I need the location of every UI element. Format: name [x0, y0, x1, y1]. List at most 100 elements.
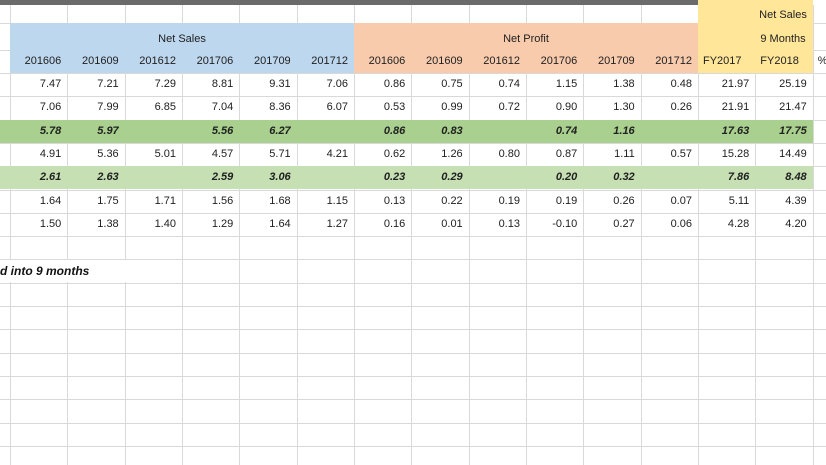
cell[interactable]: 8.81: [211, 78, 234, 90]
cell[interactable]: 5.36: [97, 147, 119, 160]
cell[interactable]: 2.61: [39, 171, 62, 184]
cell[interactable]: 0.87: [555, 147, 578, 160]
cell[interactable]: 1.15: [326, 194, 348, 207]
cell[interactable]: 0.80: [498, 147, 520, 160]
net-sales-group-header-cell[interactable]: Net Sales: [158, 33, 206, 45]
col-header-fy2017[interactable]: FY2017: [703, 55, 742, 67]
cell[interactable]: 5.11: [728, 194, 750, 207]
cell[interactable]: 0.13: [383, 194, 406, 207]
cell[interactable]: 1.68: [269, 194, 291, 207]
cell[interactable]: 5.71: [269, 147, 291, 160]
cell[interactable]: 0.90: [555, 101, 578, 114]
cell[interactable]: 6.27: [269, 124, 291, 137]
cell[interactable]: 4.57: [211, 147, 234, 160]
col-header-201709[interactable]: 201709: [253, 55, 291, 67]
cell[interactable]: 4.39: [785, 194, 807, 207]
nine-months-group-header-cell[interactable]: Net Sales: [759, 9, 807, 21]
cell[interactable]: 0.32: [613, 171, 635, 184]
cell[interactable]: 1.56: [211, 194, 234, 207]
cell[interactable]: 17.75: [779, 124, 807, 137]
cell[interactable]: 0.62: [383, 147, 406, 160]
cell[interactable]: 0.86: [383, 124, 406, 137]
cell[interactable]: 4.28: [727, 217, 750, 230]
cell[interactable]: 7.86: [727, 171, 750, 184]
cell[interactable]: 2.59: [211, 171, 234, 184]
cell[interactable]: 7.99: [97, 101, 119, 114]
cell[interactable]: 1.38: [613, 78, 635, 90]
cell[interactable]: 7.06: [326, 78, 348, 90]
cell[interactable]: 1.16: [613, 124, 635, 137]
cell[interactable]: 0.19: [555, 194, 578, 207]
cell[interactable]: 1.30: [613, 101, 635, 114]
cell[interactable]: 9.31: [269, 78, 291, 90]
col-header-201609[interactable]: 201609: [81, 55, 119, 67]
cell[interactable]: 21.91: [721, 101, 750, 114]
cell[interactable]: 0.29: [441, 171, 463, 184]
cell[interactable]: 5.56: [211, 124, 234, 137]
net-profit-group-header-cell[interactable]: Net Profit: [503, 33, 549, 45]
col-header-201712[interactable]: 201712: [655, 55, 692, 67]
cell[interactable]: 1.29: [211, 217, 234, 230]
cell[interactable]: 0.22: [441, 194, 463, 207]
col-header-201609[interactable]: 201609: [425, 55, 463, 67]
cell[interactable]: 5.97: [97, 124, 119, 137]
cell[interactable]: 7.06: [39, 101, 62, 114]
cell[interactable]: 0.01: [441, 217, 463, 230]
note-text[interactable]: d into 9 months: [0, 264, 90, 278]
col-header-201606[interactable]: 201606: [24, 55, 62, 67]
col-header-201712[interactable]: 201712: [311, 55, 348, 67]
cell[interactable]: 0.57: [670, 147, 692, 160]
cell[interactable]: 17.63: [721, 124, 750, 137]
cell[interactable]: 0.48: [670, 78, 692, 90]
cell[interactable]: 14.49: [779, 147, 807, 160]
cell[interactable]: 0.26: [613, 194, 635, 207]
cell[interactable]: 7.29: [154, 78, 176, 90]
col-header-201706[interactable]: 201706: [540, 55, 578, 67]
cell[interactable]: 1.75: [97, 194, 119, 207]
cell[interactable]: 4.21: [326, 147, 348, 160]
cell[interactable]: 0.99: [441, 101, 463, 114]
cell[interactable]: 1.40: [154, 217, 176, 230]
cell[interactable]: 4.20: [785, 217, 807, 230]
cell[interactable]: -0.10: [552, 217, 578, 230]
cell[interactable]: 0.16: [383, 217, 406, 230]
cell[interactable]: 5.78: [39, 124, 62, 137]
cell[interactable]: 1.27: [326, 217, 348, 230]
cell[interactable]: 21.47: [779, 101, 807, 114]
cell[interactable]: 0.19: [498, 194, 520, 207]
cell[interactable]: 7.21: [97, 78, 119, 90]
cell[interactable]: 8.36: [269, 101, 291, 114]
col-header-201706[interactable]: 201706: [196, 55, 234, 67]
col-header-[interactable]: %: [818, 50, 826, 73]
cell[interactable]: 0.74: [498, 78, 520, 90]
col-header-201709[interactable]: 201709: [597, 55, 635, 67]
cell[interactable]: 0.74: [555, 124, 578, 137]
cell[interactable]: 1.38: [97, 217, 119, 230]
cell[interactable]: 6.85: [154, 101, 176, 114]
cell[interactable]: 15.28: [721, 147, 750, 160]
cell[interactable]: 1.50: [39, 217, 62, 230]
cell[interactable]: 1.64: [39, 194, 62, 207]
cell[interactable]: 2.63: [97, 171, 119, 184]
cell[interactable]: 1.26: [441, 147, 463, 160]
cell[interactable]: 0.75: [441, 78, 463, 90]
cell[interactable]: 5.01: [154, 147, 176, 160]
cell[interactable]: 1.11: [614, 147, 635, 160]
cell[interactable]: 1.15: [555, 78, 578, 90]
cell[interactable]: 1.64: [269, 217, 291, 230]
cell[interactable]: 4.91: [39, 147, 62, 160]
cell[interactable]: 0.06: [670, 217, 692, 230]
cell[interactable]: 7.47: [39, 78, 62, 90]
cell[interactable]: 7.04: [211, 101, 234, 114]
cell[interactable]: 3.06: [269, 171, 291, 184]
cell[interactable]: 0.27: [613, 217, 635, 230]
cell[interactable]: 0.83: [441, 124, 463, 137]
cell[interactable]: 0.20: [555, 171, 578, 184]
col-header-fy2018[interactable]: FY2018: [760, 55, 799, 67]
cell[interactable]: 0.86: [383, 78, 406, 90]
col-header-201612[interactable]: 201612: [483, 55, 520, 67]
cell[interactable]: 25.19: [779, 78, 807, 90]
cell[interactable]: 0.23: [383, 171, 406, 184]
col-header-201612[interactable]: 201612: [139, 55, 176, 67]
cell[interactable]: 0.26: [670, 101, 692, 114]
